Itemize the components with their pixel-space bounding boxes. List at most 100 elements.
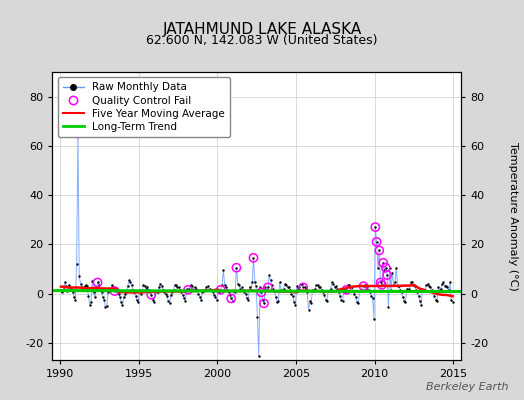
Point	[148, 296, 157, 303]
Point	[64, 282, 73, 288]
Point	[449, 299, 457, 305]
Point	[173, 284, 182, 290]
Point	[237, 284, 246, 290]
Point	[216, 287, 225, 293]
Point	[396, 287, 405, 293]
Y-axis label: Temperature Anomaly (°C): Temperature Anomaly (°C)	[508, 142, 518, 290]
Point	[371, 224, 379, 230]
Point	[190, 284, 199, 290]
Point	[378, 282, 386, 288]
Point	[319, 289, 327, 296]
Point	[209, 289, 217, 296]
Point	[285, 284, 293, 290]
Point	[318, 287, 326, 293]
Point	[113, 288, 122, 294]
Point	[105, 288, 114, 294]
Point	[111, 288, 119, 294]
Point	[420, 288, 428, 294]
Point	[375, 247, 384, 254]
Point	[297, 280, 305, 287]
Point	[378, 282, 386, 288]
Point	[200, 288, 208, 294]
Point	[316, 284, 324, 290]
Point	[133, 296, 141, 303]
Point	[152, 289, 161, 296]
Point	[422, 282, 431, 288]
Point	[414, 293, 423, 299]
Point	[353, 299, 361, 305]
Point	[287, 290, 296, 297]
Point	[129, 287, 137, 293]
Point	[446, 279, 454, 286]
Point	[324, 288, 332, 294]
Point	[408, 279, 416, 286]
Point	[395, 283, 403, 289]
Point	[248, 279, 256, 286]
Point	[307, 300, 315, 306]
Point	[79, 287, 88, 293]
Point	[215, 289, 224, 296]
Point	[401, 299, 410, 305]
Point	[232, 264, 241, 271]
Point	[184, 287, 192, 293]
Point	[428, 287, 436, 293]
Point	[305, 298, 314, 304]
Point	[59, 286, 68, 292]
Point	[67, 286, 75, 292]
Point	[402, 286, 411, 292]
Text: 62.600 N, 142.083 W (United States): 62.600 N, 142.083 W (United States)	[146, 34, 378, 47]
Point	[106, 287, 115, 293]
Point	[425, 283, 433, 289]
Point	[357, 288, 365, 294]
Point	[192, 286, 200, 292]
Point	[268, 282, 276, 288]
Point	[295, 284, 303, 290]
Point	[127, 282, 136, 288]
Point	[163, 293, 171, 299]
Point	[83, 283, 91, 289]
Point	[326, 286, 335, 292]
Point	[265, 272, 274, 278]
Point	[62, 283, 70, 289]
Point	[443, 284, 452, 290]
Point	[58, 289, 67, 296]
Point	[298, 280, 306, 287]
Point	[108, 282, 116, 288]
Point	[88, 278, 96, 284]
Point	[320, 292, 329, 298]
Point	[80, 283, 89, 289]
Point	[235, 282, 243, 288]
Point	[345, 282, 353, 288]
Point	[278, 288, 287, 294]
Point	[328, 279, 336, 286]
Point	[276, 279, 284, 286]
Point	[159, 287, 167, 293]
Point	[256, 284, 264, 290]
Point	[300, 284, 309, 290]
Point	[441, 283, 449, 289]
Point	[87, 299, 95, 305]
Point	[361, 282, 369, 288]
Point	[213, 296, 221, 303]
Point	[85, 302, 94, 308]
Point	[91, 294, 99, 300]
Point	[72, 261, 81, 267]
Point	[379, 260, 387, 266]
Point	[292, 283, 301, 289]
Point	[66, 284, 74, 290]
Point	[277, 287, 285, 293]
Point	[146, 289, 154, 296]
Point	[61, 279, 69, 286]
Point	[245, 284, 254, 290]
Point	[169, 287, 178, 293]
Point	[104, 289, 112, 296]
Point	[303, 289, 311, 296]
Point	[210, 292, 219, 298]
Point	[99, 294, 107, 300]
Point	[282, 282, 290, 288]
Point	[161, 290, 170, 297]
Point	[418, 287, 427, 293]
Point	[331, 284, 339, 290]
Point	[151, 288, 159, 294]
Point	[315, 284, 323, 290]
